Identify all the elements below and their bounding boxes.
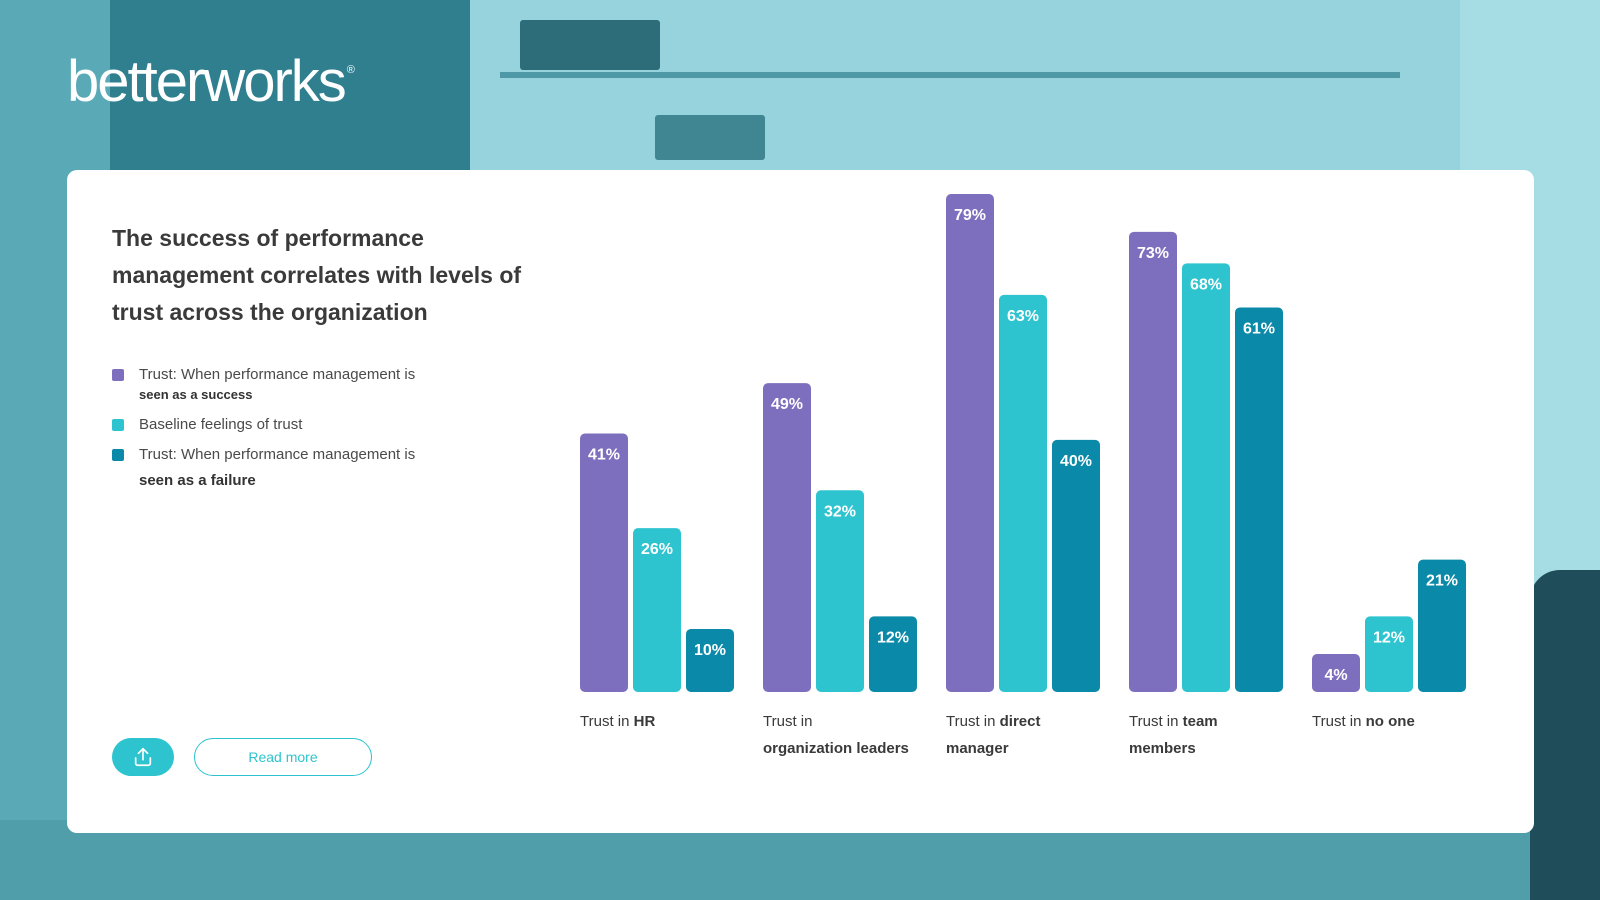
category-label: Trust in direct <box>946 713 1040 730</box>
bar-value-label: 40% <box>1060 453 1092 470</box>
bar <box>580 433 628 692</box>
background-panel <box>110 0 470 170</box>
chart-title: The success of performance management co… <box>112 225 522 325</box>
legend-label: Baseline feelings of trust <box>139 416 303 433</box>
bar <box>763 383 811 692</box>
background-beam <box>500 72 1400 78</box>
category-label: Trust in no one <box>1312 713 1415 730</box>
bar-value-label: 12% <box>1373 629 1405 646</box>
bar <box>816 490 864 692</box>
bar <box>1129 231 1177 692</box>
chart-legend: Trust: When performance management is se… <box>112 365 512 491</box>
trademark-symbol: ® <box>346 64 355 76</box>
bar <box>1418 559 1466 692</box>
legend-label: Trust: When performance management is <box>139 366 416 383</box>
bar-value-label: 68% <box>1190 276 1222 293</box>
legend-item-failure: Trust: When performance management is se… <box>112 445 512 491</box>
bar <box>1365 616 1413 692</box>
bar-value-label: 61% <box>1243 320 1275 337</box>
bar-value-label: 41% <box>588 447 620 464</box>
category-label: Trust in <box>763 713 812 730</box>
bar <box>1235 307 1283 692</box>
read-more-button[interactable]: Read more <box>194 738 372 776</box>
bar-value-label: 79% <box>954 207 986 224</box>
background-floor <box>0 820 1600 900</box>
legend-swatch-failure <box>112 449 124 461</box>
bar <box>999 294 1047 692</box>
share-button[interactable] <box>112 738 174 776</box>
chart-card: The success of performance management co… <box>67 170 1534 833</box>
bar-value-label: 26% <box>641 541 673 558</box>
bar <box>869 616 917 692</box>
brand-logo: betterworks ® <box>67 48 355 115</box>
legend-item-success: Trust: When performance management is se… <box>112 365 512 405</box>
legend-swatch-success <box>112 369 124 381</box>
category-label: Trust in HR <box>580 713 655 730</box>
bar-value-label: 4% <box>1324 667 1347 684</box>
legend-label: Trust: When performance management is <box>139 446 416 463</box>
bar-chart: 41% 26% 10% Trust in HR 49% 32% 12% Trust in org… <box>580 194 1466 757</box>
legend-label-bold: seen as a success <box>139 387 253 402</box>
bar <box>1182 263 1230 692</box>
category-label: Trust in team <box>1129 713 1218 730</box>
bar-value-label: 63% <box>1007 308 1039 325</box>
bar <box>1312 654 1360 692</box>
share-upload-icon <box>134 747 152 767</box>
bar-value-label: 21% <box>1426 573 1458 590</box>
bar-value-label: 12% <box>877 629 909 646</box>
background-person <box>1530 570 1600 900</box>
bar <box>1052 439 1100 692</box>
category-label: members <box>1129 740 1196 757</box>
legend-item-baseline: Baseline feelings of trust <box>112 415 512 435</box>
bar <box>686 628 734 692</box>
bar-value-label: 10% <box>694 642 726 659</box>
background-projector <box>655 115 765 160</box>
category-label: organization leaders <box>763 740 909 757</box>
legend-swatch-baseline <box>112 419 124 431</box>
logo-text: betterworks <box>67 49 347 114</box>
legend-label-bold: seen as a failure <box>139 472 256 489</box>
background-projector <box>520 20 660 70</box>
bar <box>946 194 994 692</box>
category-label: manager <box>946 740 1009 757</box>
bar <box>633 528 681 692</box>
bar-value-label: 32% <box>824 503 856 520</box>
bar-value-label: 49% <box>771 396 803 413</box>
bar-value-label: 73% <box>1137 245 1169 262</box>
